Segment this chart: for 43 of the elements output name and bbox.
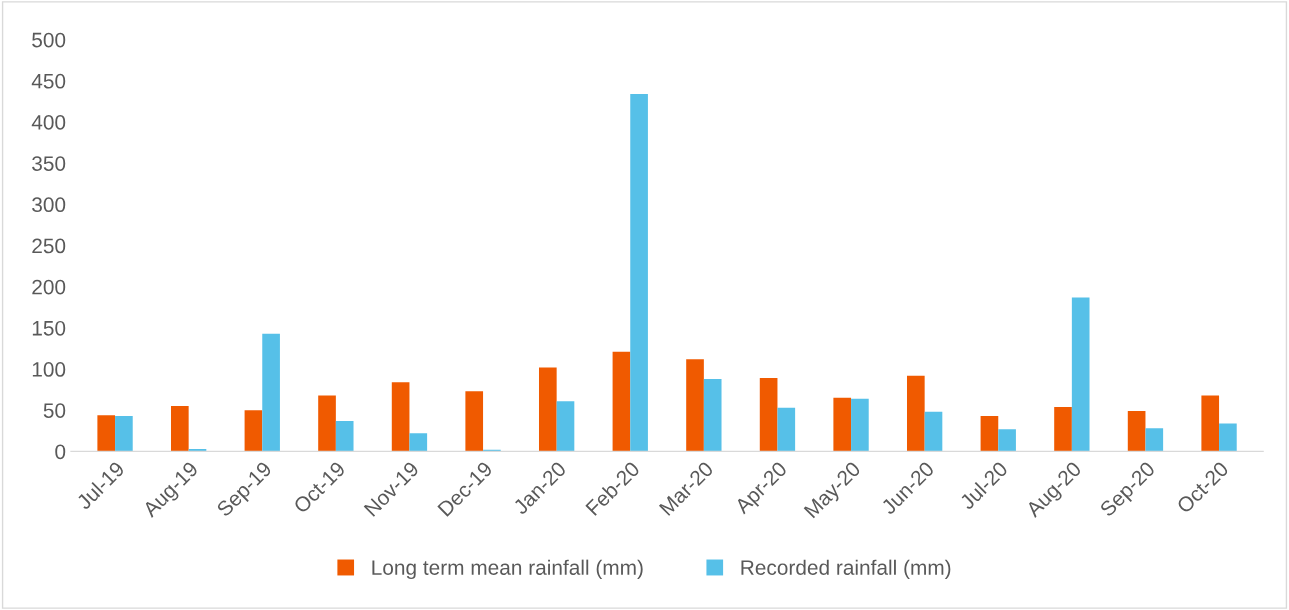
bar — [833, 397, 852, 452]
bar — [924, 411, 943, 452]
bar — [1219, 423, 1237, 452]
legend-label: Recorded rainfall (mm) — [741, 559, 951, 580]
bar — [538, 367, 557, 452]
bar — [703, 378, 722, 452]
legend-label: Long term mean rainfall (mm) — [372, 559, 643, 580]
bar — [851, 398, 869, 452]
bar — [97, 415, 116, 452]
bar — [1054, 406, 1072, 452]
y-tick-label: 300 — [32, 197, 66, 213]
y-tick-label: 500 — [32, 32, 66, 48]
bar — [318, 395, 336, 452]
bar — [1071, 297, 1090, 452]
bar — [391, 382, 410, 452]
y-tick-label: 0 — [55, 444, 66, 460]
bar — [1201, 395, 1220, 452]
bar — [686, 359, 704, 452]
y-tick-label: 400 — [31, 115, 66, 130]
bar — [335, 420, 354, 452]
bar — [1127, 411, 1146, 452]
bar — [612, 351, 631, 452]
y-tick-label: 450 — [31, 73, 66, 89]
y-tick-label: 50 — [43, 403, 66, 418]
bar — [777, 407, 796, 452]
bar — [980, 415, 999, 452]
bar — [170, 406, 189, 452]
bar — [1145, 428, 1164, 452]
y-tick-label: 250 — [32, 238, 66, 254]
bar — [556, 401, 575, 452]
bar — [262, 333, 280, 452]
y-tick-label: 100 — [32, 362, 66, 377]
bar — [759, 378, 778, 452]
y-tick-label: 350 — [32, 156, 66, 171]
bar — [409, 433, 428, 452]
y-tick-label: 200 — [32, 279, 66, 295]
bar — [630, 94, 648, 452]
bar — [998, 429, 1016, 452]
y-tick-label: 150 — [32, 320, 66, 336]
bar — [115, 415, 133, 452]
bar — [906, 375, 925, 452]
bar — [465, 391, 484, 452]
bar — [244, 410, 263, 452]
